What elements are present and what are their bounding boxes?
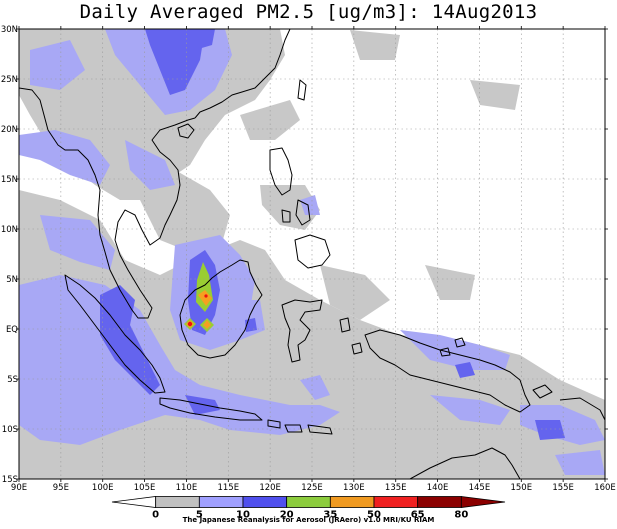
map-area	[19, 29, 605, 479]
lon-label-120E: 120E	[259, 483, 281, 493]
lat-label-15N: 15N	[1, 175, 18, 185]
lat-label-5S: 5S	[7, 375, 18, 385]
colorbar-segment	[329, 496, 375, 508]
lat-label-EQ: EQ	[6, 325, 18, 335]
lat-label-20N: 20N	[1, 125, 18, 135]
lon-label-155E: 155E	[552, 483, 574, 493]
lat-label-30N: 30N	[1, 25, 18, 35]
colorbar-tick-35: 35	[323, 510, 337, 521]
lat-label-10S: 10S	[2, 425, 18, 435]
colorbar-max-arrow	[460, 496, 506, 508]
longitude-labels: 90E 95E 100E 105E 110E 115E 120E 125E 130E 135E 14…	[11, 483, 616, 493]
lon-label-125E: 125E	[301, 483, 323, 493]
colorbar-tick-0: 0	[152, 510, 159, 521]
lon-label-100E: 100E	[92, 483, 114, 493]
axis-ticks	[16, 26, 608, 482]
colorbar-segment	[198, 496, 244, 508]
lon-label-105E: 105E	[134, 483, 156, 493]
colorbar-segment	[155, 496, 200, 508]
latitude-labels: 30N 25N 20N 15N 10N 5N EQ 5S 10S 15S	[1, 25, 18, 485]
lon-label-140E: 140E	[427, 483, 449, 493]
lat-label-15S: 15S	[2, 475, 18, 485]
lat-lon-grid	[19, 29, 605, 479]
map-title: Daily Averaged PM2.5 [ug/m3]: 14Aug2013	[79, 1, 538, 23]
colorbar-tick-5: 5	[196, 510, 203, 521]
lon-label-150E: 150E	[510, 483, 532, 493]
colorbar-segment	[373, 496, 419, 508]
colorbar-tick-20: 20	[280, 510, 294, 521]
colorbar-tick-80: 80	[454, 510, 468, 521]
lon-label-95E: 95E	[53, 483, 69, 493]
lon-label-130E: 130E	[343, 483, 365, 493]
lat-label-25N: 25N	[1, 75, 18, 85]
colorbar-tick-50: 50	[367, 510, 381, 521]
footer-credit: The Japanese Reanalysis for Aerosol (JRA…	[182, 516, 435, 524]
lat-label-5N: 5N	[6, 275, 18, 285]
lon-label-135E: 135E	[385, 483, 407, 493]
lon-label-90E: 90E	[11, 483, 27, 493]
colorbar-tick-65: 65	[411, 510, 425, 521]
lon-label-115E: 115E	[217, 483, 239, 493]
colorbar-min-arrow	[111, 496, 157, 508]
lon-label-145E: 145E	[469, 483, 491, 493]
colorbar: 0 5 10 20 35 50 65 80	[111, 496, 506, 521]
lat-label-10N: 10N	[1, 225, 18, 235]
concentration-65-80	[187, 294, 208, 327]
colorbar-segment	[286, 496, 331, 508]
colorbar-tick-10: 10	[236, 510, 250, 521]
coastlines	[19, 29, 605, 479]
lon-label-110E: 110E	[176, 483, 198, 493]
colorbar-segment	[242, 496, 288, 508]
colorbar-segment	[417, 496, 462, 508]
lon-label-160E: 160E	[594, 483, 616, 493]
